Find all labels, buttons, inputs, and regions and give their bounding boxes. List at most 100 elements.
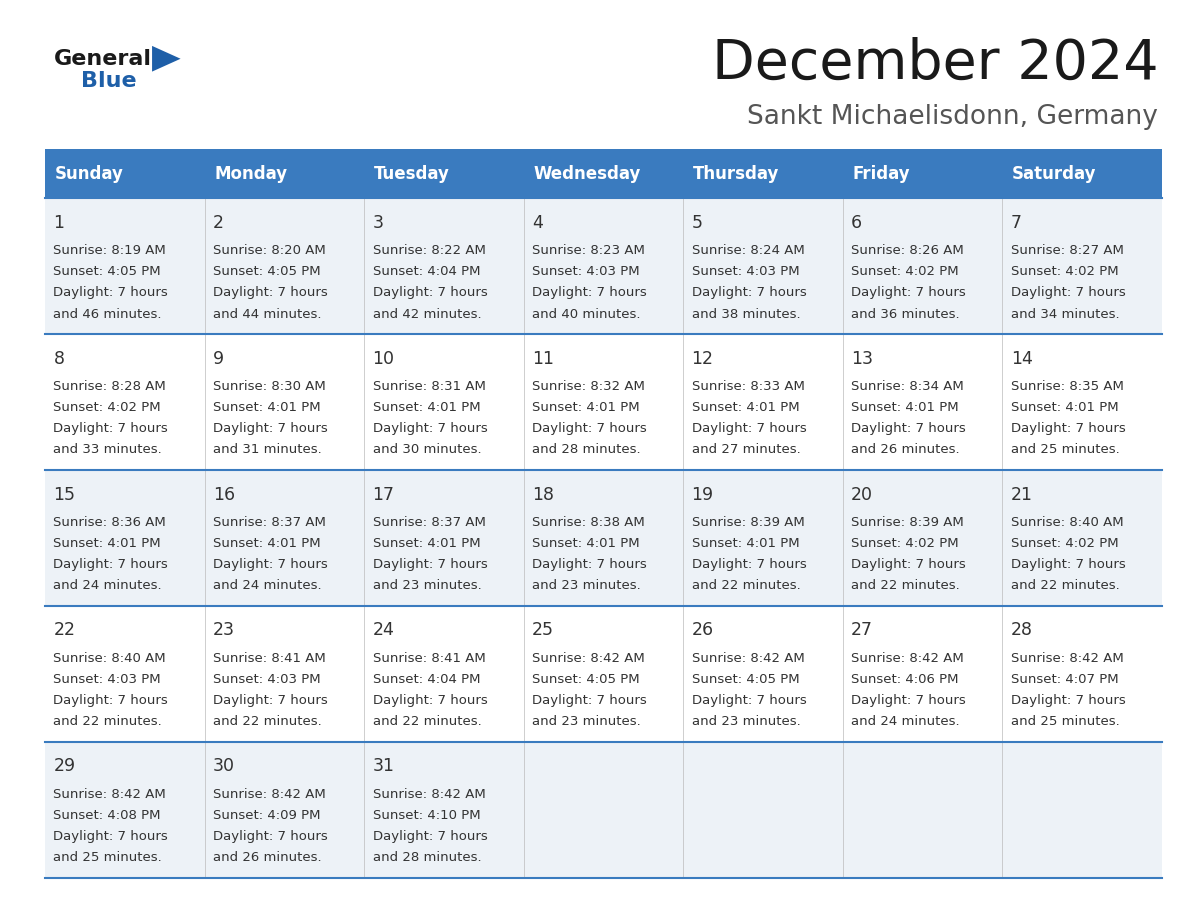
- Text: Sunrise: 8:39 AM: Sunrise: 8:39 AM: [691, 516, 804, 529]
- Text: and 22 minutes.: and 22 minutes.: [213, 715, 322, 728]
- Text: Sunset: 4:08 PM: Sunset: 4:08 PM: [53, 809, 160, 822]
- Text: and 23 minutes.: and 23 minutes.: [532, 579, 640, 592]
- Text: and 22 minutes.: and 22 minutes.: [851, 579, 960, 592]
- Text: Sunrise: 8:24 AM: Sunrise: 8:24 AM: [691, 244, 804, 257]
- Text: 22: 22: [53, 621, 76, 640]
- Text: 25: 25: [532, 621, 554, 640]
- Text: Daylight: 7 hours: Daylight: 7 hours: [851, 422, 966, 435]
- Text: December 2024: December 2024: [712, 38, 1158, 91]
- FancyBboxPatch shape: [204, 149, 365, 198]
- FancyBboxPatch shape: [45, 149, 204, 198]
- Text: Sunrise: 8:41 AM: Sunrise: 8:41 AM: [373, 652, 485, 665]
- Text: and 33 minutes.: and 33 minutes.: [53, 443, 163, 456]
- Text: Sunrise: 8:42 AM: Sunrise: 8:42 AM: [532, 652, 645, 665]
- Text: 23: 23: [213, 621, 235, 640]
- Text: Daylight: 7 hours: Daylight: 7 hours: [851, 558, 966, 571]
- Text: Sunrise: 8:42 AM: Sunrise: 8:42 AM: [851, 652, 963, 665]
- Text: and 22 minutes.: and 22 minutes.: [691, 579, 801, 592]
- Text: Sunset: 4:01 PM: Sunset: 4:01 PM: [532, 401, 639, 414]
- Text: Daylight: 7 hours: Daylight: 7 hours: [373, 830, 487, 843]
- FancyBboxPatch shape: [45, 470, 1162, 606]
- Text: Sunset: 4:01 PM: Sunset: 4:01 PM: [373, 401, 480, 414]
- Text: Sunset: 4:01 PM: Sunset: 4:01 PM: [851, 401, 959, 414]
- Text: Daylight: 7 hours: Daylight: 7 hours: [213, 694, 328, 707]
- Text: Daylight: 7 hours: Daylight: 7 hours: [53, 830, 169, 843]
- FancyBboxPatch shape: [683, 149, 842, 198]
- Text: Daylight: 7 hours: Daylight: 7 hours: [851, 286, 966, 299]
- Text: Daylight: 7 hours: Daylight: 7 hours: [532, 422, 646, 435]
- Text: Sunset: 4:01 PM: Sunset: 4:01 PM: [373, 537, 480, 550]
- Text: and 24 minutes.: and 24 minutes.: [213, 579, 322, 592]
- Text: and 25 minutes.: and 25 minutes.: [53, 851, 163, 864]
- Text: 16: 16: [213, 486, 235, 504]
- Text: Sunset: 4:06 PM: Sunset: 4:06 PM: [851, 673, 959, 686]
- Text: and 44 minutes.: and 44 minutes.: [213, 308, 322, 320]
- Text: 31: 31: [373, 757, 394, 776]
- Text: Sunrise: 8:31 AM: Sunrise: 8:31 AM: [373, 380, 486, 393]
- Text: Sunrise: 8:37 AM: Sunrise: 8:37 AM: [373, 516, 486, 529]
- Text: Sunset: 4:09 PM: Sunset: 4:09 PM: [213, 809, 321, 822]
- Text: Sunset: 4:03 PM: Sunset: 4:03 PM: [532, 265, 639, 278]
- Text: Sunset: 4:04 PM: Sunset: 4:04 PM: [373, 265, 480, 278]
- Text: Tuesday: Tuesday: [374, 164, 449, 183]
- Text: Sunrise: 8:36 AM: Sunrise: 8:36 AM: [53, 516, 166, 529]
- Text: Sunrise: 8:27 AM: Sunrise: 8:27 AM: [1011, 244, 1124, 257]
- Text: Daylight: 7 hours: Daylight: 7 hours: [373, 422, 487, 435]
- Text: Daylight: 7 hours: Daylight: 7 hours: [691, 694, 807, 707]
- Text: and 22 minutes.: and 22 minutes.: [373, 715, 481, 728]
- Polygon shape: [152, 46, 181, 72]
- Text: Sunset: 4:01 PM: Sunset: 4:01 PM: [532, 537, 639, 550]
- Text: and 25 minutes.: and 25 minutes.: [1011, 715, 1119, 728]
- Text: Sunset: 4:05 PM: Sunset: 4:05 PM: [213, 265, 321, 278]
- Text: Sunday: Sunday: [55, 164, 124, 183]
- Text: and 40 minutes.: and 40 minutes.: [532, 308, 640, 320]
- Text: Daylight: 7 hours: Daylight: 7 hours: [213, 830, 328, 843]
- Text: Sunrise: 8:41 AM: Sunrise: 8:41 AM: [213, 652, 326, 665]
- Text: Sunrise: 8:34 AM: Sunrise: 8:34 AM: [851, 380, 963, 393]
- Text: and 23 minutes.: and 23 minutes.: [532, 715, 640, 728]
- Text: Friday: Friday: [852, 164, 910, 183]
- Text: and 42 minutes.: and 42 minutes.: [373, 308, 481, 320]
- Text: Sunrise: 8:37 AM: Sunrise: 8:37 AM: [213, 516, 326, 529]
- Text: and 23 minutes.: and 23 minutes.: [691, 715, 801, 728]
- Text: Sunrise: 8:32 AM: Sunrise: 8:32 AM: [532, 380, 645, 393]
- Text: Sunrise: 8:39 AM: Sunrise: 8:39 AM: [851, 516, 963, 529]
- Text: and 24 minutes.: and 24 minutes.: [851, 715, 960, 728]
- Text: Daylight: 7 hours: Daylight: 7 hours: [53, 558, 169, 571]
- Text: Sunrise: 8:26 AM: Sunrise: 8:26 AM: [851, 244, 963, 257]
- Text: Daylight: 7 hours: Daylight: 7 hours: [213, 558, 328, 571]
- Text: Sunset: 4:01 PM: Sunset: 4:01 PM: [53, 537, 162, 550]
- Text: 6: 6: [851, 214, 862, 232]
- Text: Daylight: 7 hours: Daylight: 7 hours: [691, 286, 807, 299]
- Text: Sunrise: 8:42 AM: Sunrise: 8:42 AM: [213, 788, 326, 800]
- Text: Saturday: Saturday: [1012, 164, 1097, 183]
- Text: and 26 minutes.: and 26 minutes.: [213, 851, 322, 864]
- Text: and 25 minutes.: and 25 minutes.: [1011, 443, 1119, 456]
- Text: Sunset: 4:07 PM: Sunset: 4:07 PM: [1011, 673, 1118, 686]
- Text: and 26 minutes.: and 26 minutes.: [851, 443, 960, 456]
- Text: Sunrise: 8:30 AM: Sunrise: 8:30 AM: [213, 380, 326, 393]
- Text: Daylight: 7 hours: Daylight: 7 hours: [691, 558, 807, 571]
- Text: Sunrise: 8:35 AM: Sunrise: 8:35 AM: [1011, 380, 1124, 393]
- Text: Sunrise: 8:42 AM: Sunrise: 8:42 AM: [373, 788, 485, 800]
- Text: Sunset: 4:02 PM: Sunset: 4:02 PM: [851, 537, 959, 550]
- Text: Sunset: 4:01 PM: Sunset: 4:01 PM: [691, 537, 800, 550]
- Text: Sunset: 4:01 PM: Sunset: 4:01 PM: [213, 537, 321, 550]
- Text: and 31 minutes.: and 31 minutes.: [213, 443, 322, 456]
- Text: Sunset: 4:05 PM: Sunset: 4:05 PM: [532, 673, 639, 686]
- Text: Daylight: 7 hours: Daylight: 7 hours: [53, 422, 169, 435]
- Text: and 27 minutes.: and 27 minutes.: [691, 443, 801, 456]
- FancyBboxPatch shape: [1003, 149, 1162, 198]
- Text: Daylight: 7 hours: Daylight: 7 hours: [53, 286, 169, 299]
- Text: Daylight: 7 hours: Daylight: 7 hours: [691, 422, 807, 435]
- Text: Sunset: 4:02 PM: Sunset: 4:02 PM: [1011, 265, 1118, 278]
- Text: 3: 3: [373, 214, 384, 232]
- Text: 10: 10: [373, 350, 394, 368]
- Text: 24: 24: [373, 621, 394, 640]
- Text: 7: 7: [1011, 214, 1022, 232]
- Text: Daylight: 7 hours: Daylight: 7 hours: [213, 286, 328, 299]
- Text: and 22 minutes.: and 22 minutes.: [53, 715, 163, 728]
- Text: 15: 15: [53, 486, 76, 504]
- Text: Sunrise: 8:28 AM: Sunrise: 8:28 AM: [53, 380, 166, 393]
- Text: Monday: Monday: [214, 164, 287, 183]
